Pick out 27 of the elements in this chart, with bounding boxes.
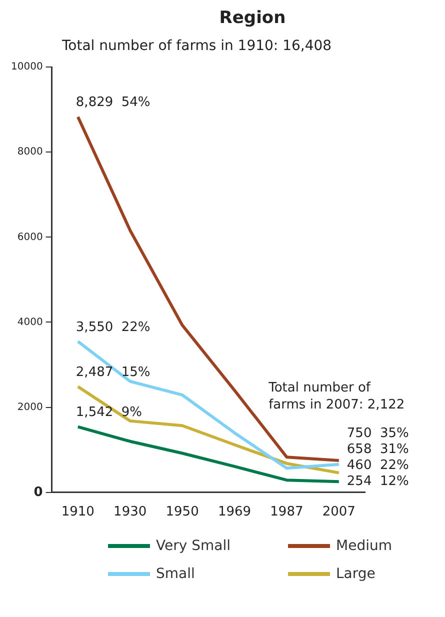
y-tick-label: 10000 (11, 62, 43, 73)
y-tick-label: 2000 (17, 402, 43, 413)
y-tick-label: 6000 (17, 232, 43, 243)
data-label: 2,487 15% (76, 364, 150, 380)
data-label: 750 35% (346, 426, 409, 441)
x-tick-label: 2007 (322, 504, 356, 520)
legend-label: Medium (336, 538, 392, 554)
x-tick-label: 1930 (114, 504, 147, 520)
annotation: Total number of farms in 2007: 2,122 (268, 380, 405, 413)
x-tick-label: 1969 (218, 504, 252, 520)
legend-label: Very Small (156, 538, 230, 554)
chart-subtitle: Total number of farms in 1910: 16,408 (62, 38, 333, 54)
data-label: 1,542 9% (76, 405, 142, 420)
legend-label: Small (156, 566, 195, 582)
x-tick-label: 1987 (270, 504, 304, 520)
data-label: 254 12% (346, 474, 409, 489)
data-label: 8,829 54% (76, 95, 150, 110)
data-label: 658 31% (346, 442, 409, 457)
y-tick-label: 0 (34, 484, 43, 500)
x-tick-label: 1950 (166, 504, 199, 520)
x-tick-label: 1910 (61, 504, 94, 520)
data-label: 460 22% (346, 458, 409, 473)
y-tick-label: 8000 (17, 146, 43, 158)
legend-label: Large (336, 566, 376, 582)
y-tick-label: 4000 (17, 316, 43, 328)
data-label: 3,550 22% (76, 320, 150, 335)
chart-title: Region (218, 8, 287, 28)
